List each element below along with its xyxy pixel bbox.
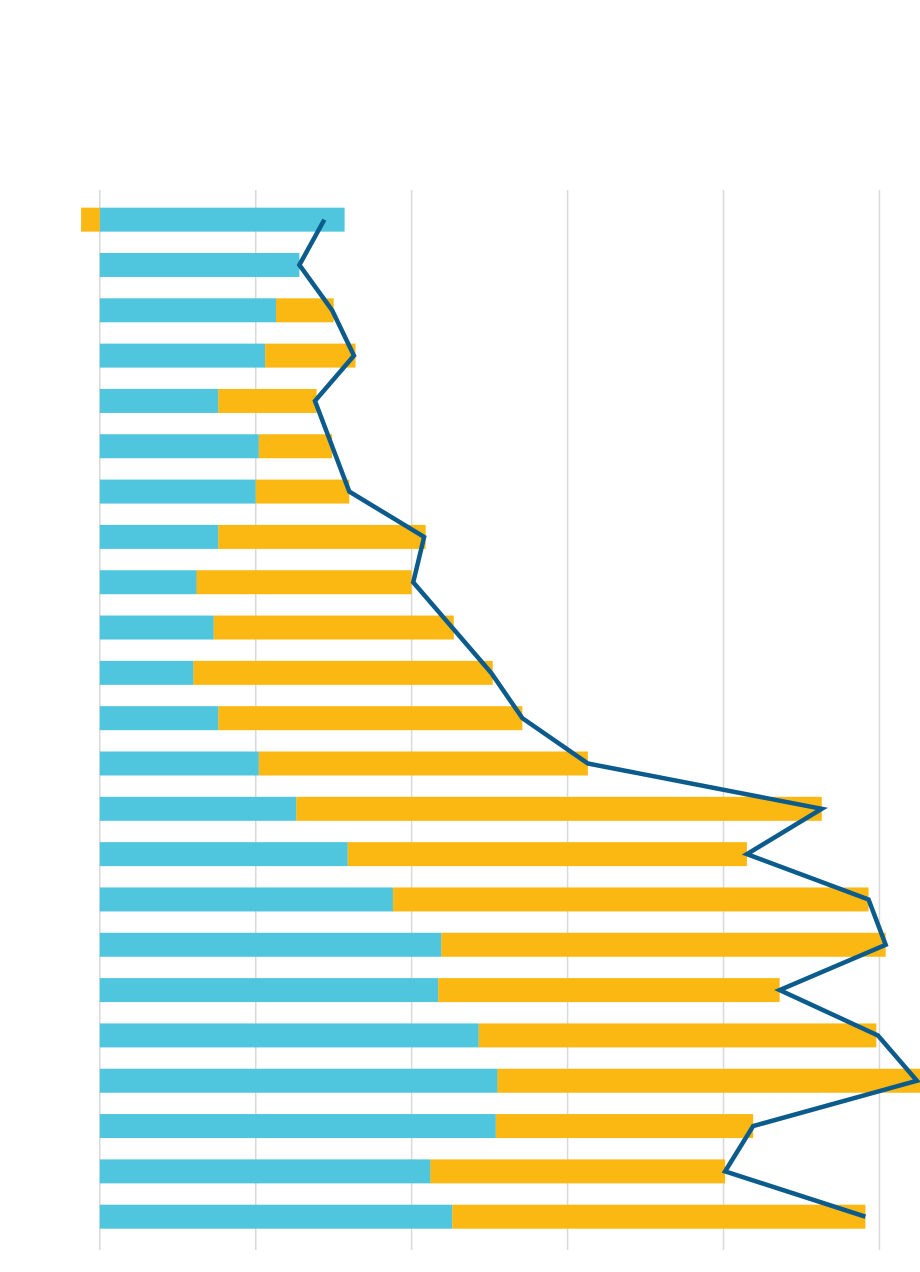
bar <box>99 1159 431 1184</box>
bar <box>392 887 869 912</box>
bar <box>478 1023 877 1048</box>
bar <box>265 343 356 368</box>
bar <box>438 978 780 1003</box>
bar <box>81 207 100 232</box>
bar <box>196 570 412 595</box>
bar <box>99 434 259 459</box>
bar <box>99 887 393 912</box>
line <box>296 218 920 1219</box>
bar <box>441 932 886 957</box>
bar <box>99 751 259 776</box>
bar <box>99 932 442 957</box>
bar <box>213 615 454 640</box>
bar <box>430 1159 726 1184</box>
bar <box>99 524 219 549</box>
bar <box>99 1204 453 1229</box>
bar <box>258 434 333 459</box>
bar <box>99 1068 498 1093</box>
bar <box>99 796 297 821</box>
bar <box>99 252 300 277</box>
bar <box>99 842 348 867</box>
bar <box>99 570 197 595</box>
bar <box>99 615 214 640</box>
bar <box>255 479 350 504</box>
bar <box>218 524 426 549</box>
bar <box>99 343 266 368</box>
bar <box>452 1204 866 1229</box>
bar <box>99 388 219 413</box>
bar <box>495 1114 754 1139</box>
bar <box>258 751 588 776</box>
bar <box>99 479 256 504</box>
bar <box>99 706 219 731</box>
bar <box>218 706 523 731</box>
bar <box>99 207 345 232</box>
bar <box>99 1114 496 1139</box>
bar <box>99 1023 479 1048</box>
bar <box>218 388 317 413</box>
bar <box>296 796 822 821</box>
bar <box>193 660 493 685</box>
bar <box>497 1068 920 1093</box>
bar <box>347 842 747 867</box>
bar <box>99 660 194 685</box>
bar <box>99 298 277 323</box>
bar <box>99 978 439 1003</box>
